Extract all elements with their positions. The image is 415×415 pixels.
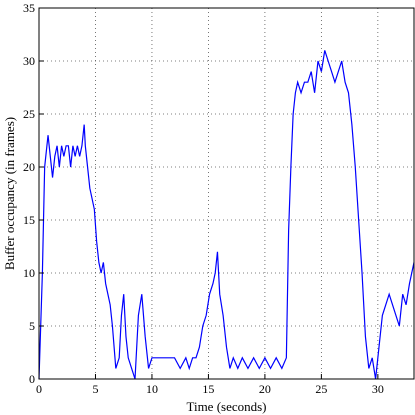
x-tick-label: 15 <box>202 382 214 396</box>
y-tick-label: 25 <box>23 107 35 121</box>
y-tick-label: 35 <box>23 1 35 15</box>
x-tick-label: 20 <box>259 382 271 396</box>
x-tick-label: 0 <box>36 382 42 396</box>
x-tick-label: 10 <box>146 382 158 396</box>
y-tick-label: 20 <box>23 160 35 174</box>
y-tick-label: 30 <box>23 54 35 68</box>
y-tick-label: 10 <box>23 266 35 280</box>
series-group <box>38 50 415 380</box>
y-axis-ticks: 0 5 10 15 20 25 30 35 <box>23 1 44 386</box>
y-axis-label: Buffer occupancy (in frames) <box>2 117 17 270</box>
y-tick-label: 0 <box>29 372 35 386</box>
x-axis-ticks: 0 5 10 15 20 25 30 <box>36 374 384 396</box>
x-tick-label: 5 <box>92 382 98 396</box>
x-tick-label: 25 <box>315 382 327 396</box>
series-line-0 <box>38 50 415 380</box>
y-grid-lines <box>39 60 414 327</box>
y-tick-label: 5 <box>29 319 35 333</box>
plot-area-frame <box>38 7 415 380</box>
x-axis-label: Time (seconds) <box>186 399 266 414</box>
y-tick-label: 15 <box>23 213 35 227</box>
x-tick-label: 30 <box>372 382 384 396</box>
